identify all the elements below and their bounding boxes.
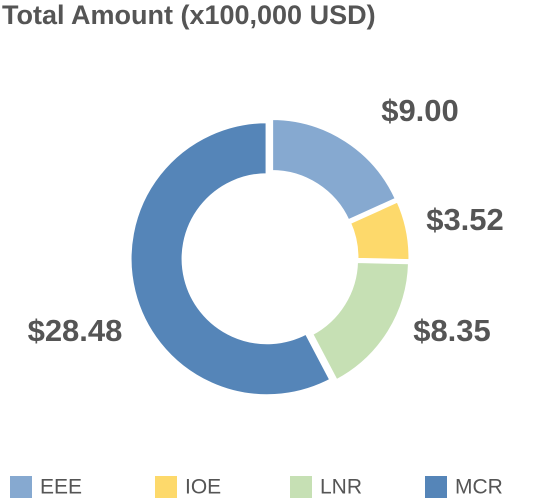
legend-swatch [10,476,32,498]
legend-label: LNR [320,476,362,499]
value-label: $28.48 [28,313,123,348]
legend-swatch [155,476,177,498]
donut-segment [270,116,399,223]
legend-swatch [290,476,312,498]
value-label: $8.35 [413,313,491,348]
legend-label: MCR [455,476,503,499]
legend-label: IOE [185,476,221,499]
legend-swatch [425,476,447,498]
donut-segment [309,259,412,383]
chart-title: Total Amount (x100,000 USD) [2,0,376,30]
donut-segment [347,198,412,263]
value-label: $9.00 [381,93,459,128]
donut-segment [128,120,333,398]
value-label: $3.52 [426,202,504,237]
legend-label: EEE [40,476,82,499]
